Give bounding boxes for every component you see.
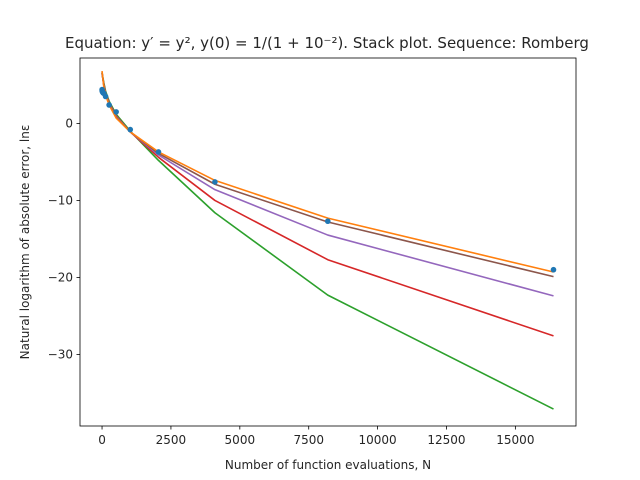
data-point [113, 109, 119, 115]
data-point [155, 149, 162, 155]
y-tick-label: −20 [48, 270, 73, 284]
x-tick-label: 7500 [293, 433, 324, 447]
x-axis-ticks: 0 2500 5000 7500 10000 12500 15000 [98, 426, 534, 447]
x-axis-label: Number of function evaluations, N [225, 458, 431, 472]
y-tick-label: 0 [65, 116, 73, 130]
chart-title: Equation: y′ = y², y(0) = 1/(1 + 10⁻²). … [65, 34, 589, 52]
data-point [212, 179, 218, 185]
data-point [102, 93, 109, 100]
y-axis-ticks: 0 −10 −20 −30 [48, 116, 80, 361]
x-tick-label: 0 [98, 433, 106, 447]
data-point [106, 102, 112, 108]
data-point [324, 218, 331, 225]
plot-frame [79, 57, 577, 427]
points-layer [99, 86, 557, 273]
y-tick-label: −10 [48, 193, 73, 207]
y-axis-label: Natural logarithm of absolute error, lnε [18, 125, 32, 360]
x-tick-label: 5000 [225, 433, 256, 447]
plot-area [80, 58, 576, 426]
x-tick-label: 10000 [359, 433, 397, 447]
data-point [127, 126, 134, 133]
y-tick-label: −30 [48, 347, 73, 361]
x-tick-label: 12500 [427, 433, 465, 447]
x-tick-label: 2500 [156, 433, 187, 447]
data-point [550, 266, 557, 273]
x-tick-label: 15000 [496, 433, 534, 447]
